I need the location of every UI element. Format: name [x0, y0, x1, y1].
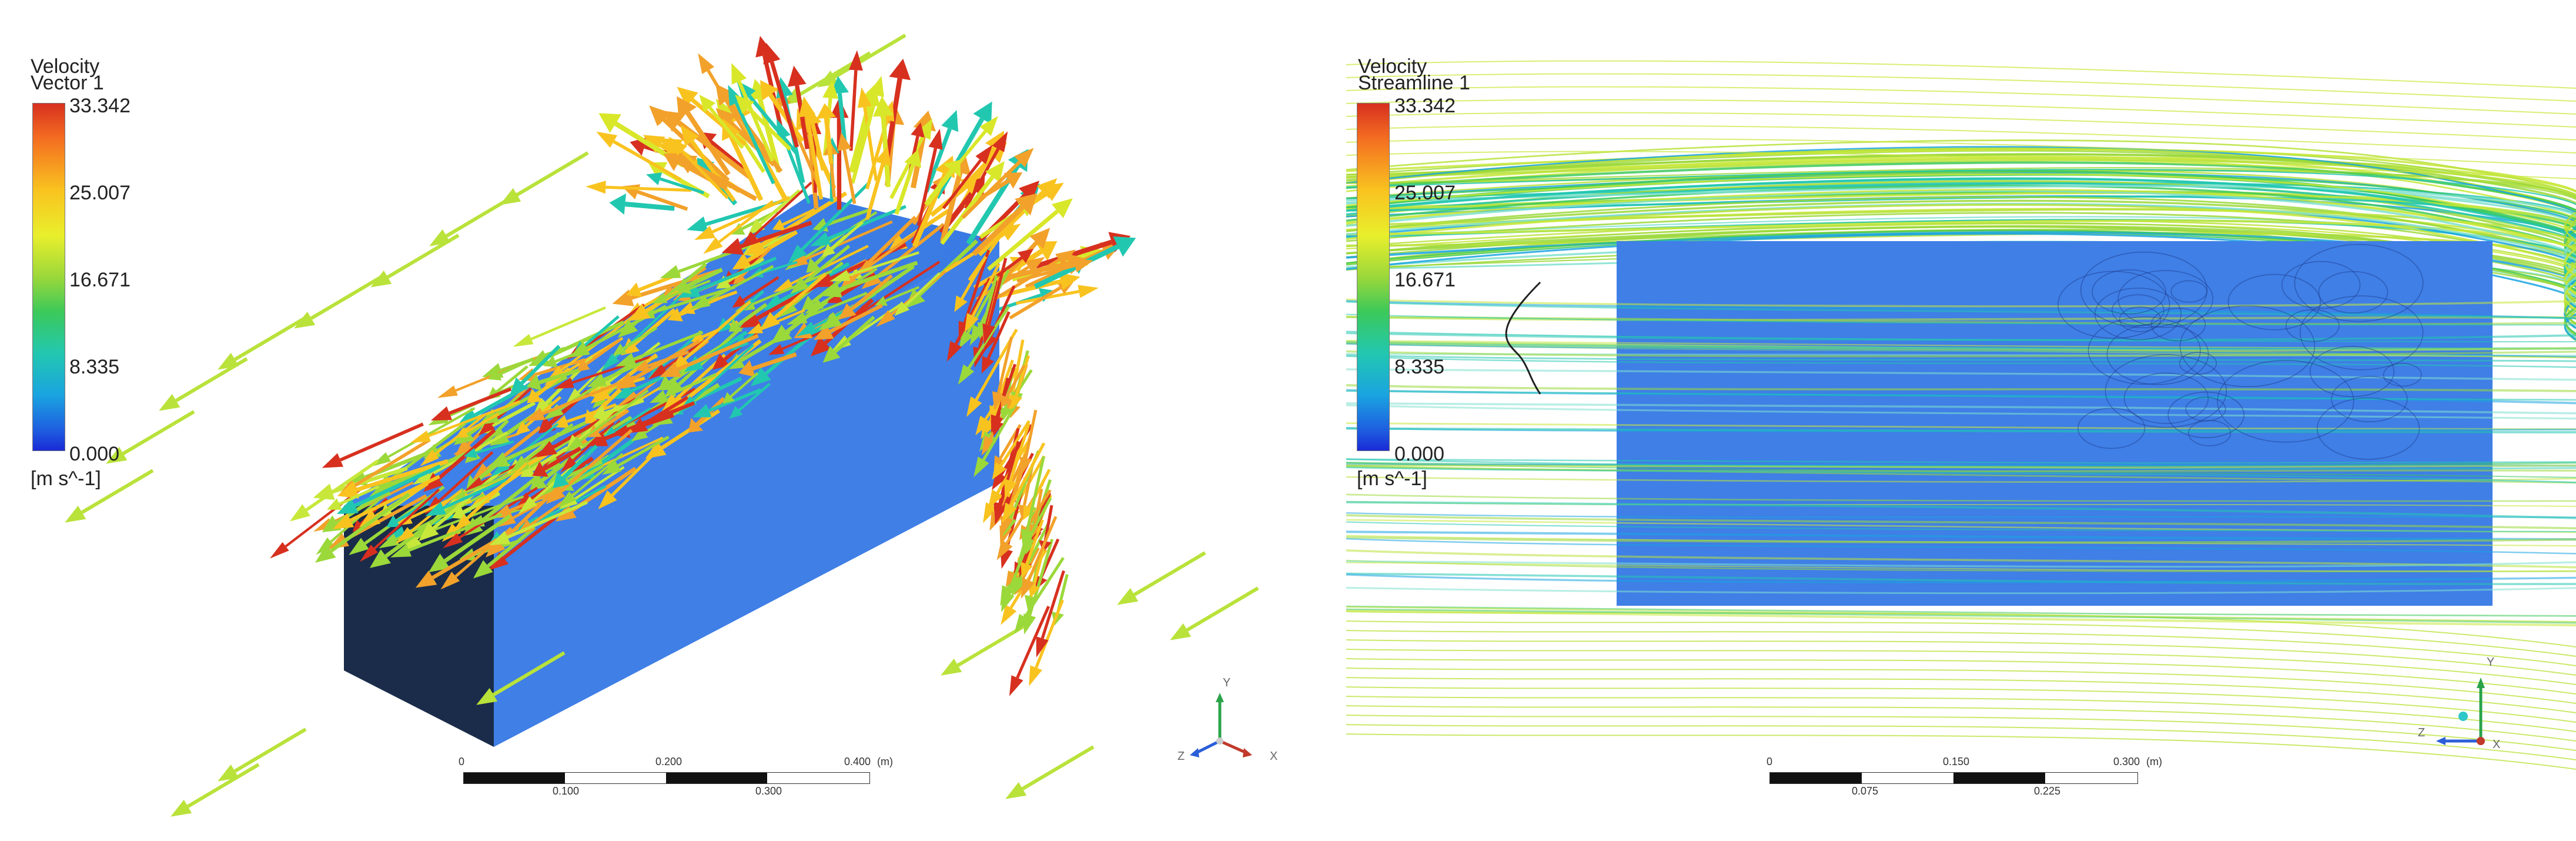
scale-bar-track — [1769, 772, 2138, 784]
scale-bar: 0 0.150 0.300 (m) 0.075 0.225 — [1767, 756, 2178, 797]
axis-z-label: Z — [1177, 750, 1185, 763]
legend-tick: 16.671 — [1394, 269, 1456, 291]
streamline-plot-panel: Velocity Streamline 1 33.342 25.007 16.6… — [1346, 0, 2576, 841]
scale-unit: (m) — [877, 756, 893, 767]
legend-units: [m s^-1] — [1357, 468, 1427, 490]
legend-tick: 8.335 — [1394, 356, 1445, 378]
streamline-scene — [1346, 60, 2576, 770]
legend-tick: 16.671 — [69, 269, 131, 291]
axis-y-label: Y — [1223, 676, 1231, 689]
scale-label: 0.150 — [1943, 756, 1970, 767]
axis-z-label: Z — [2418, 726, 2426, 739]
velocity-vectors — [65, 34, 1259, 817]
legend-colorbar — [32, 103, 65, 451]
legend-variable: Velocity — [31, 55, 100, 78]
scale-label: 0.225 — [2034, 785, 2061, 797]
legend-units: [m s^-1] — [31, 468, 101, 490]
scale-bar-track — [463, 772, 870, 784]
scale-label: 0.300 — [755, 785, 782, 797]
scale-label: 0.400 — [844, 756, 871, 767]
scale-label: 0.100 — [553, 785, 580, 797]
vector-scene — [65, 34, 1259, 817]
scale-label: 0.300 — [2113, 756, 2140, 767]
scale-label: 0 — [459, 756, 465, 767]
legend-object: Vector 1 — [31, 72, 104, 94]
legend-object: Streamline 1 — [1358, 72, 1470, 94]
legend-colorbar — [1357, 103, 1390, 451]
legend-tick-max: 33.342 — [1394, 95, 1456, 117]
scale-label: 0.075 — [1852, 785, 1879, 797]
axis-x-label: X — [2493, 738, 2501, 751]
legend-tick-max: 33.342 — [69, 95, 131, 117]
legend-tick: 25.007 — [69, 182, 131, 204]
box-side-face — [494, 241, 999, 747]
scale-unit: (m) — [2146, 756, 2162, 767]
axis-triad — [1190, 693, 1252, 757]
axis-y-label: Y — [2487, 656, 2495, 669]
axis-x-label: X — [1270, 750, 1278, 763]
legend-variable: Velocity — [1358, 55, 1427, 78]
legend-tick: 8.335 — [69, 356, 120, 378]
box-front-dark-face — [344, 506, 494, 747]
scale-bar: 0 0.200 0.400 (m) 0.100 0.300 — [459, 756, 894, 797]
axis-triad — [2436, 678, 2485, 745]
legend-tick-min: 0.000 — [69, 443, 120, 465]
legend-tick-min: 0.000 — [1394, 443, 1445, 465]
scale-label: 0 — [1767, 756, 1773, 767]
legend-tick: 25.007 — [1394, 182, 1456, 204]
scale-label: 0.200 — [655, 756, 683, 767]
vector-plot-panel: Velocity Vector 1 33.342 25.007 16.671 8… — [31, 34, 1278, 817]
probe-curve — [1505, 281, 1541, 395]
